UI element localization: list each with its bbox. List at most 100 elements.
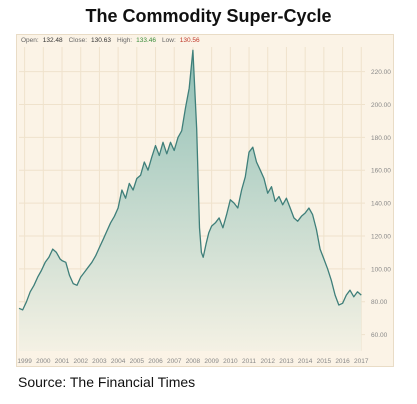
data-point: [312, 214, 313, 215]
x-tick-label: 2003: [92, 358, 107, 365]
close-value: 130.63: [91, 37, 111, 44]
data-point: [297, 221, 298, 222]
data-point: [308, 207, 309, 208]
data-point: [181, 130, 182, 131]
data-point: [353, 296, 354, 297]
data-point: [84, 272, 85, 273]
data-point: [69, 275, 70, 276]
x-tick-label: 2016: [335, 358, 350, 365]
data-point: [114, 216, 115, 217]
x-tick-label: 2000: [36, 358, 51, 365]
x-tick-label: 2011: [242, 358, 256, 365]
data-point: [271, 186, 272, 187]
x-tick-label: 2009: [204, 358, 219, 365]
data-point: [230, 199, 231, 200]
open-value: 132.48: [42, 37, 63, 44]
data-point: [88, 267, 89, 268]
data-point: [327, 268, 328, 269]
data-point: [203, 257, 204, 258]
y-tick-label: 160.00: [371, 168, 391, 175]
data-point: [136, 178, 137, 179]
data-point: [52, 249, 53, 250]
data-point: [201, 252, 202, 253]
data-point: [237, 207, 238, 208]
y-tick-label: 60.00: [371, 332, 388, 339]
data-point: [162, 142, 163, 143]
data-point: [215, 222, 216, 223]
data-point: [331, 280, 332, 281]
x-tick-label: 2006: [148, 358, 163, 365]
data-point: [26, 301, 27, 302]
data-point: [208, 232, 209, 233]
area-chart: 60.00 80.00 100.00 120.00 140.00 160.00 180.00…: [17, 47, 391, 365]
data-point: [22, 309, 23, 310]
low-label: Low:: [162, 37, 176, 44]
close-label: Close:: [68, 37, 88, 44]
data-point: [99, 247, 100, 248]
data-point: [147, 170, 148, 171]
data-point: [349, 290, 350, 291]
data-point: [155, 145, 156, 146]
x-tick-label: 2008: [186, 358, 201, 365]
x-tick-label: 1999: [17, 358, 32, 365]
data-point: [361, 295, 362, 296]
data-point: [129, 183, 130, 184]
data-point: [290, 207, 291, 208]
series-area: [19, 50, 362, 352]
low-value: 130.56: [179, 37, 200, 44]
data-point: [245, 176, 246, 177]
data-point: [76, 285, 77, 286]
data-point: [185, 107, 186, 108]
data-point: [241, 189, 242, 190]
series-line: [18, 49, 362, 311]
data-point: [323, 258, 324, 259]
data-point: [346, 295, 347, 296]
data-point: [80, 277, 81, 278]
data-point: [199, 227, 200, 228]
y-tick-label: 120.00: [371, 233, 391, 240]
x-tick-label: 2005: [130, 358, 145, 365]
data-point: [305, 212, 306, 213]
chart-panel: Open: 132.48 Close: 130.63 High: 133.46 Low: 13…: [16, 34, 394, 367]
data-point: [338, 304, 339, 305]
data-point: [61, 260, 62, 261]
data-point: [226, 214, 227, 215]
x-tick-label: 2015: [317, 358, 332, 365]
chart-title: The Commodity Super-Cycle: [85, 6, 332, 26]
data-point: [45, 262, 46, 263]
source-caption: Source: The Financial Times: [18, 374, 196, 390]
data-point: [103, 239, 104, 240]
data-point: [234, 203, 235, 204]
data-point: [320, 249, 321, 250]
data-point: [342, 303, 343, 304]
open-label: Open:: [21, 37, 39, 44]
data-point: [256, 161, 257, 162]
data-point: [125, 198, 126, 199]
data-point: [267, 193, 268, 194]
x-tick-label: 2013: [279, 358, 294, 365]
x-tick-label: 2010: [223, 358, 238, 365]
data-point: [260, 170, 261, 171]
high-value: 133.46: [136, 37, 157, 44]
data-point: [278, 196, 279, 197]
y-tick-label: 100.00: [371, 266, 391, 273]
x-tick-label: 2002: [73, 358, 88, 365]
data-point: [56, 252, 57, 253]
data-point: [110, 222, 111, 223]
x-tick-label: 2017: [354, 358, 369, 365]
data-point: [121, 189, 122, 190]
data-point: [275, 201, 276, 202]
data-point: [18, 308, 19, 309]
high-label: High:: [116, 37, 133, 44]
data-point: [189, 88, 190, 89]
data-point: [73, 283, 74, 284]
data-point: [335, 295, 336, 296]
y-tick-label: 140.00: [371, 201, 391, 208]
data-point: [174, 150, 175, 151]
data-point: [293, 217, 294, 218]
data-point: [118, 207, 119, 208]
data-point: [48, 257, 49, 258]
data-point: [263, 178, 264, 179]
y-tick-label: 220.00: [371, 69, 391, 76]
data-point: [133, 189, 134, 190]
